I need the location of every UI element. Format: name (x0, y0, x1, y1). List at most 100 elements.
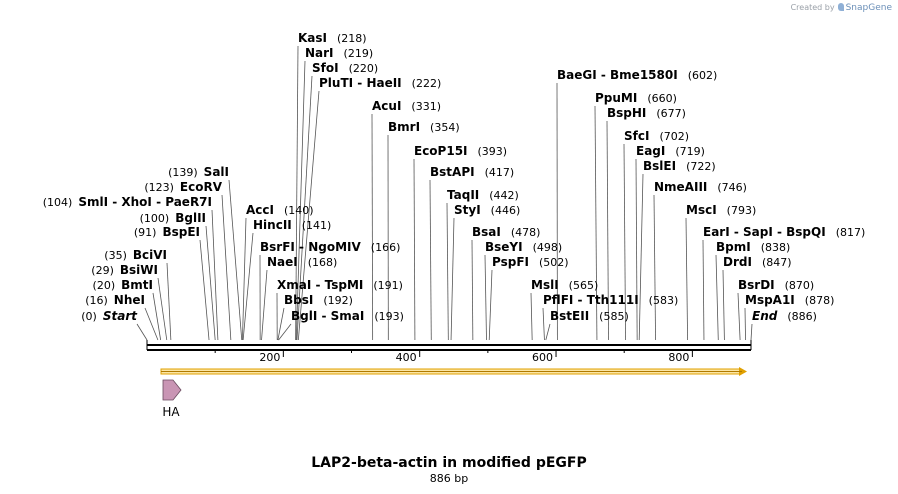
enzyme-leader-bsphi (606, 120, 609, 341)
enzyme-label[interactable]: KasI (218) (298, 31, 367, 45)
axis-ticks: 200 400 600 800 (214, 350, 693, 364)
enzyme-position: (886) (787, 310, 817, 323)
enzyme-label[interactable]: EarI - SapI - BspQI (817) (703, 225, 865, 239)
enzyme-name: EarI - SapI - BspQI (703, 225, 826, 239)
enzyme-label[interactable]: BstEII (585) (550, 309, 629, 323)
enzyme-position: (91) (134, 226, 157, 239)
enzyme-label[interactable]: PluTI - HaeII (222) (319, 76, 441, 90)
orf-arrowhead (739, 367, 747, 376)
enzyme-label[interactable]: HincII (141) (253, 218, 331, 232)
enzyme-label[interactable]: AccI (140) (246, 203, 314, 217)
enzyme-label[interactable]: NarI (219) (305, 46, 373, 60)
feature-ha[interactable]: HA (162, 379, 182, 419)
axis-tick-label: 200 (259, 351, 280, 364)
enzyme-position: (192) (323, 294, 353, 307)
enzyme-position: (123) (144, 181, 174, 194)
enzyme-position: (16) (85, 294, 108, 307)
enzyme-label[interactable]: EcoRV (123) (144, 180, 222, 194)
enzyme-leader-bsiwi (157, 277, 168, 341)
ha-feature-arrow[interactable] (162, 379, 182, 401)
enzyme-name: BaeGI - Bme1580I (557, 68, 678, 82)
enzyme-label[interactable]: BglI - SmaI (193) (291, 309, 404, 323)
enzyme-label[interactable]: BaeGI - Bme1580I (602) (557, 68, 717, 82)
enzyme-label[interactable]: BstAPI (417) (430, 165, 514, 179)
enzyme-leader-lines (136, 45, 753, 341)
ha-feature-label: HA (162, 405, 180, 419)
enzyme-position: (502) (539, 256, 569, 269)
enzyme-label[interactable]: BslEI (722) (643, 159, 716, 173)
enzyme-label[interactable]: NheI (16) (85, 293, 145, 307)
enzyme-name: End (752, 309, 778, 323)
enzyme-leader-eari-sapi-bspqi (702, 239, 705, 341)
enzyme-label[interactable]: BsrDI (870) (738, 278, 814, 292)
enzyme-label[interactable]: NmeAIII (746) (654, 180, 747, 194)
enzyme-name: SalI (204, 165, 229, 179)
enzyme-name: PflFI - Tth111I (543, 293, 639, 307)
sequence-ruler: 200 400 600 800 (146, 340, 752, 364)
enzyme-position: (166) (371, 241, 401, 254)
orf-arrow[interactable] (160, 367, 747, 376)
enzyme-name: DrdI (723, 255, 752, 269)
enzyme-label[interactable]: EcoP15I (393) (414, 144, 507, 158)
enzyme-label[interactable]: XmaI - TspMI (191) (277, 278, 403, 292)
enzyme-label[interactable]: TaqII (442) (447, 188, 519, 202)
enzyme-label[interactable]: PpuMI (660) (595, 91, 677, 105)
enzyme-name: AcuI (372, 99, 401, 113)
enzyme-label[interactable]: BglII (100) (140, 211, 206, 225)
enzyme-label[interactable]: PspFI (502) (492, 255, 569, 269)
enzyme-position: (478) (511, 226, 541, 239)
enzyme-position: (0) (81, 310, 97, 323)
enzyme-label[interactable]: BmrI (354) (388, 120, 460, 134)
enzyme-label[interactable]: BpmI (838) (716, 240, 790, 254)
enzyme-leader-bslei (638, 173, 644, 341)
enzyme-position: (442) (489, 189, 519, 202)
enzyme-name: PluTI - HaeII (319, 76, 402, 90)
enzyme-label[interactable]: DrdI (847) (723, 255, 792, 269)
enzyme-label[interactable]: AcuI (331) (372, 99, 441, 113)
enzyme-name: BsrFI - NgoMIV (260, 240, 361, 254)
enzyme-label[interactable]: BspEI (91) (134, 225, 200, 239)
enzyme-label[interactable]: MspA1I (878) (745, 293, 834, 307)
enzyme-label[interactable]: BsiWI (29) (91, 263, 158, 277)
enzyme-position: (878) (805, 294, 835, 307)
enzyme-leader-pspfi (488, 269, 493, 341)
enzyme-label[interactable]: BseYI (498) (485, 240, 562, 254)
enzyme-label[interactable]: NaeI (168) (267, 255, 337, 269)
enzyme-leader-sali (228, 179, 243, 341)
enzyme-name: MslI (531, 278, 559, 292)
enzyme-label[interactable]: BsrFI - NgoMIV (166) (260, 240, 400, 254)
enzyme-position: (719) (675, 145, 705, 158)
enzyme-label[interactable]: MscI (793) (686, 203, 756, 217)
enzyme-label[interactable]: SmlI - XhoI - PaeR7I (104) (43, 195, 212, 209)
enzyme-name: PpuMI (595, 91, 637, 105)
enzyme-label[interactable]: MslI (565) (531, 278, 598, 292)
enzyme-label[interactable]: Start (0) (81, 309, 138, 323)
enzyme-name: PspFI (492, 255, 529, 269)
enzyme-label[interactable]: SfcI (702) (624, 129, 689, 143)
enzyme-name: BpmI (716, 240, 751, 254)
enzyme-label[interactable]: End (886) (752, 309, 817, 323)
enzyme-label[interactable]: StyI (446) (454, 203, 520, 217)
enzyme-name: BstAPI (430, 165, 475, 179)
enzyme-position: (168) (308, 256, 338, 269)
enzyme-name: BspEI (162, 225, 200, 239)
enzyme-leader-ecorv (221, 194, 232, 341)
enzyme-label[interactable]: BsaI (478) (472, 225, 540, 239)
enzyme-label[interactable]: SfoI (220) (312, 61, 378, 75)
enzyme-name: MspA1I (745, 293, 795, 307)
enzyme-label[interactable]: PflFI - Tth111I (583) (543, 293, 678, 307)
enzyme-position: (220) (349, 62, 379, 75)
enzyme-label[interactable]: EagI (719) (636, 144, 705, 158)
credit-prefix: Created by (790, 3, 835, 12)
enzyme-label[interactable]: BciVI (35) (104, 248, 167, 262)
enzyme-leader-bseyi (484, 254, 487, 341)
enzyme-label[interactable]: BmtI (20) (93, 278, 153, 292)
enzyme-label[interactable]: BbsI (192) (284, 293, 353, 307)
map-title: LAP2-beta-actin in modified pEGFP (311, 455, 587, 471)
enzyme-label[interactable]: SalI (139) (168, 165, 229, 179)
enzyme-position: (585) (599, 310, 629, 323)
enzyme-name: SfoI (312, 61, 339, 75)
enzyme-label[interactable]: BspHI (677) (607, 106, 686, 120)
snapgene-credit: Created by SnapGene (791, 3, 892, 13)
